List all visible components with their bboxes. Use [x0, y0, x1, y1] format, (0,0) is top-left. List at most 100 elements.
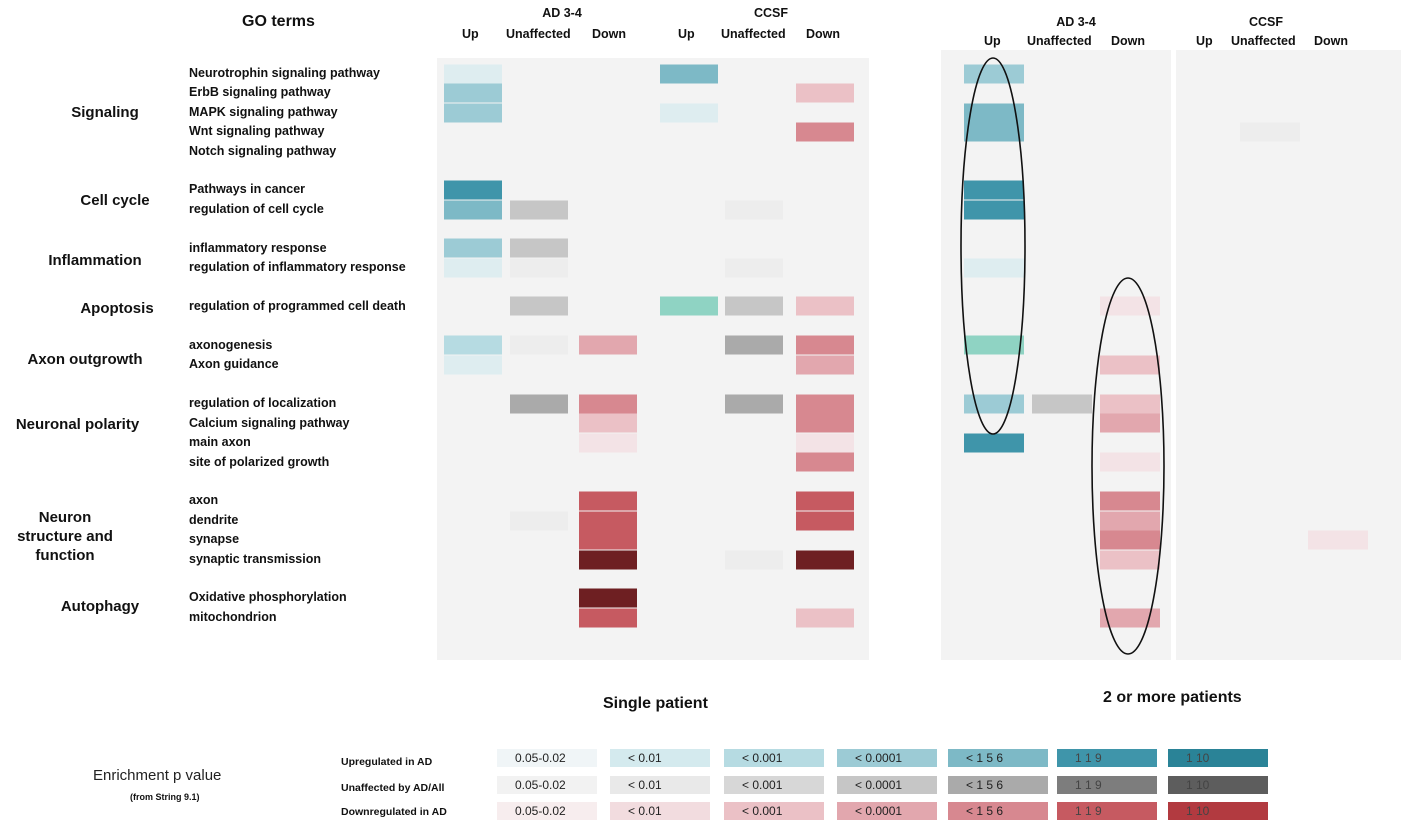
term-label: axonogenesis [189, 338, 273, 352]
heatmap-cell [510, 511, 568, 531]
heatmap-cell [510, 394, 568, 414]
heatmap-cell [964, 200, 1024, 220]
term-label: inflammatory response [189, 241, 327, 255]
panel-background [1176, 50, 1401, 660]
heatmap-cell [796, 83, 854, 103]
term-label: regulation of cell cycle [189, 202, 324, 216]
heatmap-cell [964, 335, 1024, 355]
term-label: dendrite [189, 513, 239, 527]
term-label: Oxidative phosphorylation [189, 590, 347, 604]
legend-title: Enrichment p value [93, 767, 222, 784]
heatmap-cell [796, 433, 854, 453]
heatmap-cell [444, 103, 502, 123]
term-label: Pathways in cancer [189, 182, 306, 196]
legend-swatch: < 0.001 [724, 776, 824, 794]
heatmap-cell [1100, 452, 1160, 472]
legend-subtitle: (from String 9.1) [130, 792, 200, 802]
group-header: CCSF [1248, 15, 1284, 29]
heatmap-cell [796, 550, 854, 570]
column-header: Down [592, 27, 627, 41]
heatmap-cell [579, 394, 637, 414]
category-label: Axon outgrowth [27, 351, 143, 368]
legend-swatch: < 0.01 [610, 749, 710, 767]
legend-swatch: 1 1 9 [1057, 776, 1157, 794]
term-label: ErbB signaling pathway [189, 85, 331, 99]
term-label: Wnt signaling pathway [189, 124, 325, 138]
heatmap-cell [964, 122, 1024, 142]
heatmap-cell [579, 588, 637, 608]
legend-swatch: < 0.01 [610, 802, 710, 820]
legend-swatch: < 0.0001 [837, 749, 937, 767]
category-label: Neuronal polarity [15, 416, 140, 433]
heatmap-cell [579, 491, 637, 511]
heatmap-cell [1100, 394, 1160, 414]
term-label: synapse [189, 532, 240, 546]
term-label: Calcium signaling pathway [189, 416, 350, 430]
heatmap-cell [796, 122, 854, 142]
highlight-oval-down [1091, 277, 1165, 655]
heatmap-cell [964, 258, 1024, 278]
legend-swatch: < 1 5 6 [948, 749, 1048, 767]
term-label: regulation of localization [189, 396, 337, 410]
category-label: Signaling [71, 104, 139, 121]
column-header: Up [678, 27, 695, 41]
term-label: synaptic transmission [189, 552, 321, 566]
single-patient-label: Single patient [603, 695, 708, 712]
heatmap-cell [579, 550, 637, 570]
legend-row-label: Downregulated in AD [341, 806, 447, 818]
heatmap-cell [796, 452, 854, 472]
heatmap-cell [1100, 550, 1160, 570]
heatmap-cell [796, 608, 854, 628]
group-header: AD 3-4 [542, 6, 582, 20]
term-label: Neurotrophin signaling pathway [189, 66, 380, 80]
column-header: Unaffected [1231, 34, 1296, 48]
legend-swatch: 0.05-0.02 [497, 776, 597, 794]
multi-patient-label: 2 or more patients [1103, 689, 1242, 706]
heatmap-cell [579, 608, 637, 628]
heatmap-cell [1308, 530, 1368, 550]
heatmap-cell [444, 258, 502, 278]
heatmap-cell [796, 511, 854, 531]
heatmap-cell [510, 200, 568, 220]
heatmap-cell [444, 180, 502, 200]
term-label: Axon guidance [189, 357, 279, 371]
heatmap-cell [579, 511, 637, 531]
heatmap-cell [1100, 355, 1160, 375]
column-header: Up [1196, 34, 1213, 48]
legend-swatch: < 0.001 [724, 802, 824, 820]
heatmap-cell [796, 491, 854, 511]
category-label: Neuron structure and function [17, 509, 113, 564]
term-label: axon [189, 493, 219, 507]
heatmap-cell [444, 355, 502, 375]
heatmap-cell [510, 238, 568, 258]
heatmap-cell [725, 258, 783, 278]
legend-swatch: 1 10 [1168, 776, 1268, 794]
legend-swatch: 1 10 [1168, 749, 1268, 767]
column-header: Up [984, 34, 1001, 48]
legend-swatch: < 0.01 [610, 776, 710, 794]
heatmap-cell [579, 335, 637, 355]
term-label: regulation of programmed cell death [189, 299, 406, 313]
column-header: Unaffected [721, 27, 786, 41]
column-header: Down [1111, 34, 1146, 48]
heatmap-cell [964, 180, 1024, 200]
heatmap-cell [964, 103, 1024, 123]
heatmap-cell [1100, 530, 1160, 550]
heatmap-cell [725, 335, 783, 355]
legend-row-label: Upregulated in AD [341, 756, 433, 768]
heatmap-cell [1100, 511, 1160, 531]
legend-swatch: 1 1 9 [1057, 749, 1157, 767]
heatmap-cell [444, 238, 502, 258]
category-label: Autophagy [60, 598, 140, 615]
heatmap-cell [964, 433, 1024, 453]
heatmap-cell [725, 394, 783, 414]
heatmap-cell [796, 413, 854, 433]
term-label: mitochondrion [189, 610, 277, 624]
heatmap-cell [796, 335, 854, 355]
legend-swatch: 0.05-0.02 [497, 802, 597, 820]
heatmap-cell [660, 64, 718, 84]
legend-swatch: < 0.0001 [837, 776, 937, 794]
heatmap-cell [444, 335, 502, 355]
heatmap-cell [510, 296, 568, 316]
